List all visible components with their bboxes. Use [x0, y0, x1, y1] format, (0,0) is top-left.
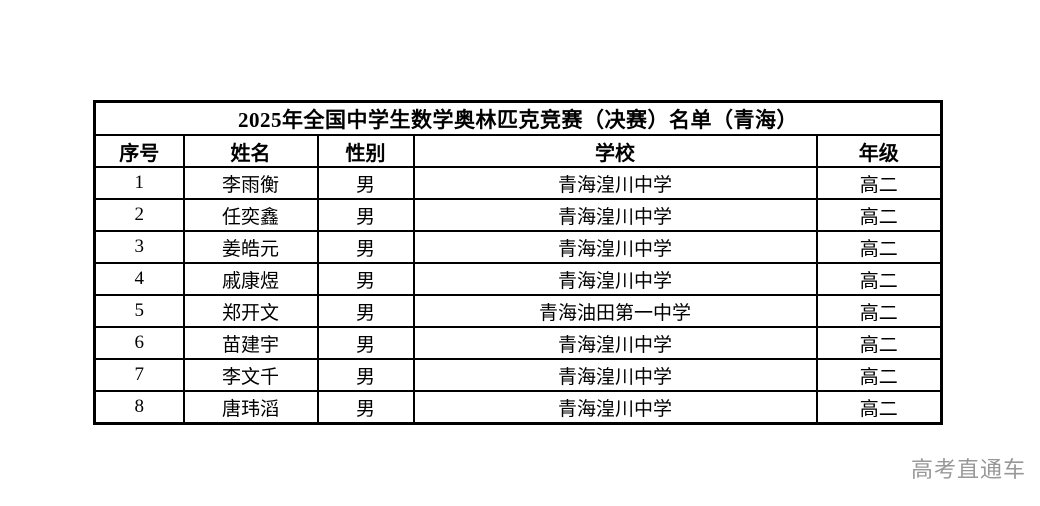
cell-name: 李文千	[182, 358, 319, 392]
cell-gender: 男	[316, 166, 415, 200]
cell-school: 青海湟川中学	[412, 230, 818, 264]
cell-school: 青海湟川中学	[412, 262, 818, 296]
cell-grade: 高二	[815, 230, 943, 264]
table-row: 7 李文千 男 青海湟川中学 高二	[93, 358, 943, 392]
column-header-gender: 性别	[316, 134, 415, 168]
column-header-school: 学校	[412, 134, 818, 168]
table-row: 4 戚康煜 男 青海湟川中学 高二	[93, 262, 943, 296]
table-title-row: 2025年全国中学生数学奥林匹克竞赛（决赛）名单（青海）	[93, 100, 943, 136]
table-title: 2025年全国中学生数学奥林匹克竞赛（决赛）名单（青海）	[93, 100, 943, 136]
cell-name: 郑开文	[182, 294, 319, 328]
cell-gender: 男	[316, 358, 415, 392]
table-row: 1 李雨衡 男 青海湟川中学 高二	[93, 166, 943, 200]
cell-name: 姜皓元	[182, 230, 319, 264]
cell-school: 青海湟川中学	[412, 166, 818, 200]
cell-gender: 男	[316, 294, 415, 328]
cell-no: 6	[93, 326, 185, 360]
cell-no: 5	[93, 294, 185, 328]
cell-no: 3	[93, 230, 185, 264]
cell-school: 青海湟川中学	[412, 198, 818, 232]
cell-no: 8	[93, 390, 185, 425]
cell-name: 戚康煜	[182, 262, 319, 296]
table-row: 8 唐玮滔 男 青海湟川中学 高二	[93, 390, 943, 425]
cell-school: 青海湟川中学	[412, 390, 818, 425]
cell-gender: 男	[316, 390, 415, 425]
column-header-grade: 年级	[815, 134, 943, 168]
cell-no: 4	[93, 262, 185, 296]
cell-school: 青海油田第一中学	[412, 294, 818, 328]
cell-no: 1	[93, 166, 185, 200]
watermark-text: 高考直通车	[910, 457, 1026, 482]
cell-name: 李雨衡	[182, 166, 319, 200]
cell-school: 青海湟川中学	[412, 326, 818, 360]
table-row: 3 姜皓元 男 青海湟川中学 高二	[93, 230, 943, 264]
cell-gender: 男	[316, 198, 415, 232]
cell-grade: 高二	[815, 198, 943, 232]
column-header-name: 姓名	[182, 134, 319, 168]
table-row: 5 郑开文 男 青海油田第一中学 高二	[93, 294, 943, 328]
cell-grade: 高二	[815, 294, 943, 328]
table-row: 6 苗建宇 男 青海湟川中学 高二	[93, 326, 943, 360]
cell-name: 苗建宇	[182, 326, 319, 360]
cell-grade: 高二	[815, 262, 943, 296]
cell-gender: 男	[316, 230, 415, 264]
cell-grade: 高二	[815, 166, 943, 200]
column-header-no: 序号	[93, 134, 185, 168]
cell-grade: 高二	[815, 326, 943, 360]
cell-no: 2	[93, 198, 185, 232]
cell-name: 唐玮滔	[182, 390, 319, 425]
cell-no: 7	[93, 358, 185, 392]
cell-gender: 男	[316, 262, 415, 296]
table-row: 2 任奕鑫 男 青海湟川中学 高二	[93, 198, 943, 232]
table-header-row: 序号 姓名 性别 学校 年级	[93, 134, 943, 168]
cell-gender: 男	[316, 326, 415, 360]
cell-name: 任奕鑫	[182, 198, 319, 232]
olympiad-roster-table: 2025年全国中学生数学奥林匹克竞赛（决赛）名单（青海） 序号 姓名 性别 学校…	[93, 100, 944, 425]
cell-school: 青海湟川中学	[412, 358, 818, 392]
cell-grade: 高二	[815, 390, 943, 425]
cell-grade: 高二	[815, 358, 943, 392]
